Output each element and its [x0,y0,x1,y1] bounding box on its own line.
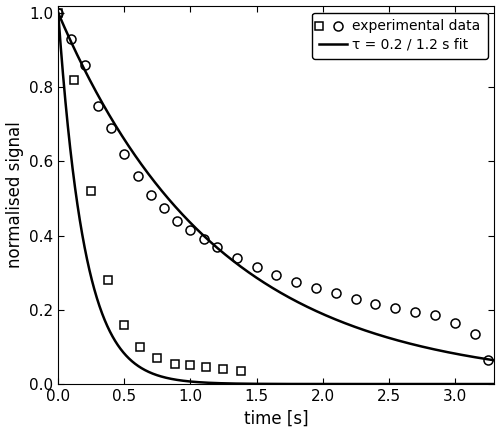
Y-axis label: normalised signal: normalised signal [6,121,24,268]
Legend: experimental data, τ = 0.2 / 1.2 s fit: experimental data, τ = 0.2 / 1.2 s fit [312,13,488,58]
X-axis label: time [s]: time [s] [244,410,308,427]
